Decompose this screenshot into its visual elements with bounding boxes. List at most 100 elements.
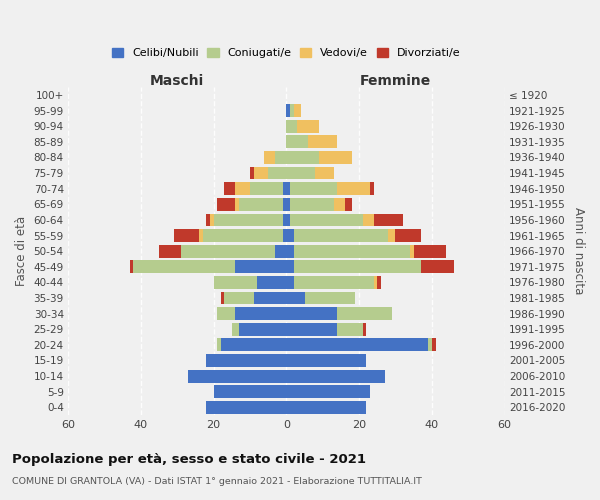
Bar [286, 166, 316, 179]
Bar [286, 182, 290, 195]
Y-axis label: Fasce di età: Fasce di età [15, 216, 28, 286]
Bar [214, 386, 286, 398]
Bar [203, 229, 283, 242]
Text: Maschi: Maschi [150, 74, 204, 88]
Bar [283, 182, 286, 195]
Bar [293, 245, 410, 258]
Legend: Celibi/Nubili, Coniugati/e, Vedovi/e, Divorziati/e: Celibi/Nubili, Coniugati/e, Vedovi/e, Di… [107, 44, 465, 63]
Bar [206, 401, 286, 413]
Bar [421, 260, 454, 273]
Bar [374, 276, 377, 289]
Bar [337, 323, 363, 336]
Bar [239, 323, 286, 336]
Bar [286, 276, 293, 289]
Bar [290, 104, 293, 117]
Bar [290, 182, 337, 195]
Bar [173, 229, 199, 242]
Bar [235, 182, 250, 195]
Bar [297, 120, 319, 132]
Bar [286, 386, 370, 398]
Bar [290, 214, 363, 226]
Y-axis label: Anni di nascita: Anni di nascita [572, 208, 585, 295]
Bar [286, 354, 367, 367]
Bar [206, 214, 210, 226]
Bar [432, 338, 436, 351]
Bar [290, 198, 334, 210]
Bar [181, 245, 275, 258]
Bar [275, 151, 286, 164]
Bar [235, 198, 239, 210]
Bar [286, 323, 337, 336]
Bar [283, 214, 286, 226]
Bar [286, 151, 319, 164]
Bar [217, 198, 235, 210]
Bar [221, 292, 224, 304]
Bar [214, 276, 257, 289]
Bar [337, 307, 392, 320]
Bar [235, 260, 286, 273]
Bar [130, 260, 133, 273]
Bar [239, 198, 283, 210]
Bar [257, 276, 286, 289]
Bar [286, 338, 428, 351]
Bar [286, 198, 290, 210]
Bar [224, 292, 254, 304]
Bar [388, 229, 395, 242]
Bar [235, 307, 286, 320]
Text: Popolazione per età, sesso e stato civile - 2021: Popolazione per età, sesso e stato civil… [12, 452, 366, 466]
Bar [370, 182, 374, 195]
Bar [377, 276, 381, 289]
Bar [268, 166, 286, 179]
Bar [188, 370, 286, 382]
Bar [293, 104, 301, 117]
Bar [428, 338, 432, 351]
Bar [286, 214, 290, 226]
Bar [133, 260, 235, 273]
Bar [232, 323, 239, 336]
Bar [293, 276, 374, 289]
Bar [286, 245, 293, 258]
Bar [286, 292, 305, 304]
Bar [275, 245, 286, 258]
Bar [283, 229, 286, 242]
Bar [254, 292, 286, 304]
Bar [286, 136, 308, 148]
Bar [221, 338, 286, 351]
Bar [410, 245, 413, 258]
Text: Femmine: Femmine [360, 74, 431, 88]
Bar [344, 198, 352, 210]
Bar [159, 245, 181, 258]
Bar [265, 151, 275, 164]
Bar [199, 229, 203, 242]
Bar [337, 182, 370, 195]
Bar [293, 260, 421, 273]
Bar [286, 307, 337, 320]
Bar [319, 151, 352, 164]
Bar [206, 354, 286, 367]
Bar [334, 198, 344, 210]
Bar [250, 166, 254, 179]
Bar [210, 214, 214, 226]
Bar [316, 166, 334, 179]
Text: COMUNE DI GRANTOLA (VA) - Dati ISTAT 1° gennaio 2021 - Elaborazione TUTTITALIA.I: COMUNE DI GRANTOLA (VA) - Dati ISTAT 1° … [12, 478, 422, 486]
Bar [308, 136, 337, 148]
Bar [217, 338, 221, 351]
Bar [305, 292, 355, 304]
Bar [286, 120, 297, 132]
Bar [217, 307, 235, 320]
Bar [254, 166, 268, 179]
Bar [374, 214, 403, 226]
Bar [286, 229, 293, 242]
Bar [286, 401, 367, 413]
Bar [395, 229, 421, 242]
Bar [250, 182, 283, 195]
Bar [214, 214, 283, 226]
Bar [286, 104, 290, 117]
Bar [224, 182, 235, 195]
Bar [286, 260, 293, 273]
Bar [363, 214, 374, 226]
Bar [413, 245, 446, 258]
Bar [293, 229, 388, 242]
Bar [283, 198, 286, 210]
Bar [286, 370, 385, 382]
